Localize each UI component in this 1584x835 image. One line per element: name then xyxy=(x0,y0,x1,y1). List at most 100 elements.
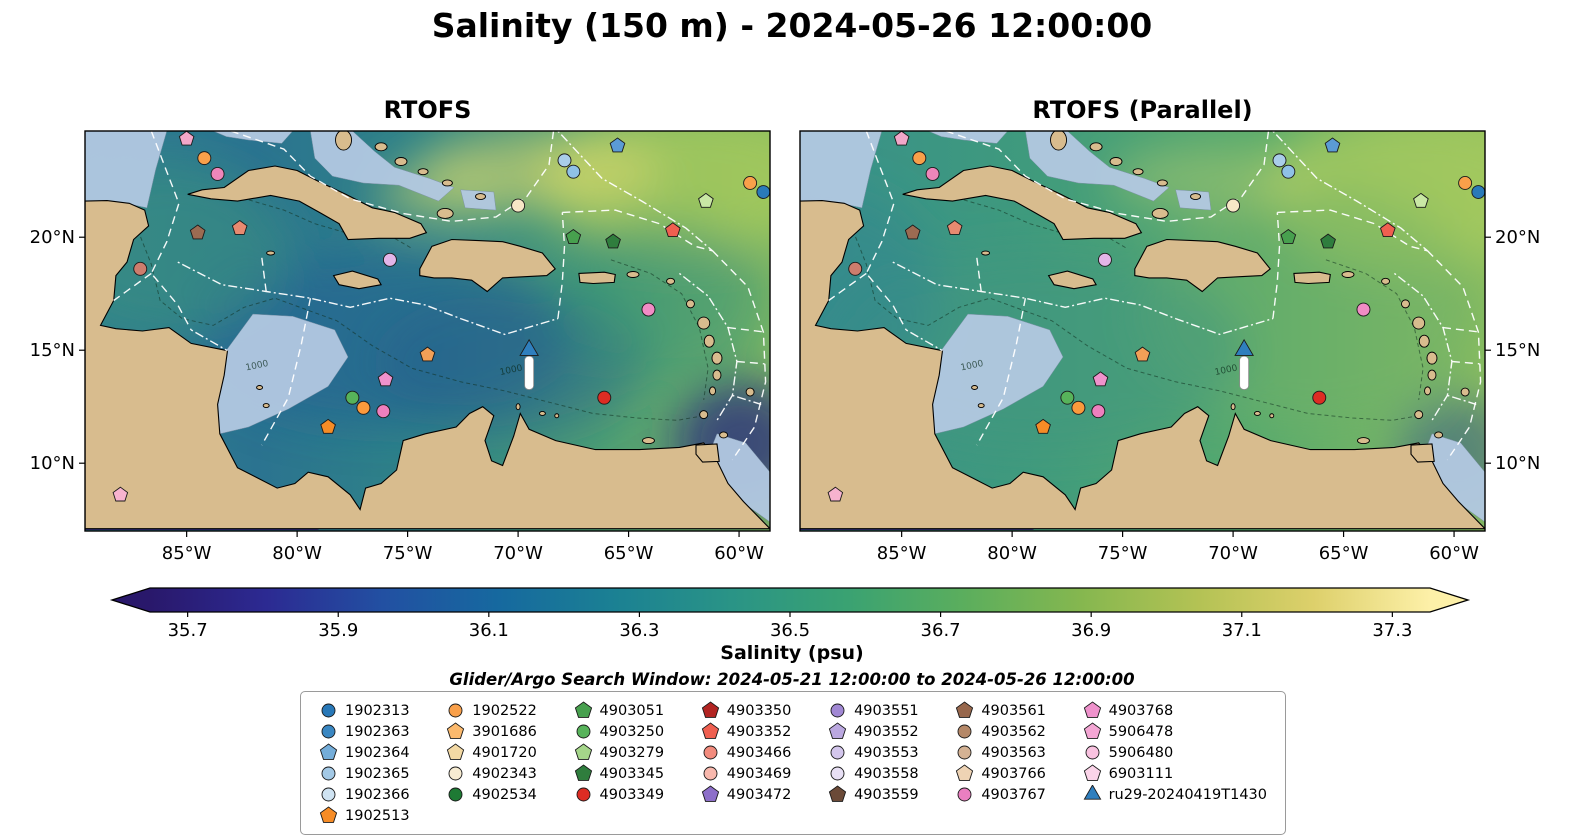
colorbar-tick-label: 36.3 xyxy=(619,620,659,640)
island xyxy=(1381,277,1391,285)
colorbar-extend-low xyxy=(112,588,150,612)
legend-column: 1902522 3901686 4901720 4902343 4902534 xyxy=(446,701,537,825)
legend-entry-5906478: 5906478 xyxy=(1083,722,1267,741)
legend-entry-4902343: 4902343 xyxy=(446,764,537,783)
legend-entry-label: 5906480 xyxy=(1108,744,1174,761)
argo-float-marker xyxy=(912,151,927,166)
float-marker-icon xyxy=(321,766,336,781)
eez-boundary xyxy=(736,360,765,365)
island xyxy=(642,437,655,445)
argo-float-marker xyxy=(382,252,397,267)
argo-float-marker xyxy=(1272,153,1287,168)
island xyxy=(256,385,264,390)
legend-entry-4903562: 4903562 xyxy=(955,722,1046,741)
argo-float-marker xyxy=(609,137,626,153)
legend-entry-4903563: 4903563 xyxy=(955,743,1046,762)
float-marker-icon xyxy=(957,745,972,760)
legend-entry-label: 4903279 xyxy=(599,744,665,761)
x-tick-label: 80°W xyxy=(987,543,1037,564)
island xyxy=(1230,403,1236,411)
legend-entry-label: 4903561 xyxy=(981,702,1046,719)
argo-float-marker xyxy=(133,261,148,276)
float-marker-icon xyxy=(830,745,845,760)
island xyxy=(1401,299,1410,309)
legend-entry-label: 4903472 xyxy=(726,786,792,803)
island xyxy=(666,277,676,285)
island xyxy=(711,351,723,365)
eez-boundary xyxy=(732,394,762,406)
argo-float-marker xyxy=(1092,371,1109,387)
map-frame xyxy=(84,130,771,532)
argo-float-marker xyxy=(1379,222,1396,238)
legend-entry-label: 4903562 xyxy=(981,723,1046,740)
eez-boundary xyxy=(1442,326,1481,333)
argo-float-marker xyxy=(178,131,195,146)
legend: 1902313 1902363 1902364 1902365 1902366 19025… xyxy=(300,691,1286,835)
island xyxy=(977,403,985,409)
island xyxy=(1269,413,1275,419)
island xyxy=(1357,437,1370,445)
float-marker-icon xyxy=(828,722,847,739)
float-marker-icon xyxy=(956,701,974,718)
legend-entry-4903352: 4903352 xyxy=(701,722,792,741)
argo-float-marker xyxy=(743,176,758,190)
legend-entry-4903279: 4903279 xyxy=(574,743,665,762)
eez-boundary xyxy=(1393,272,1453,421)
x-tick-label: 60°W xyxy=(714,543,764,564)
eez-boundary xyxy=(828,272,867,302)
legend-entry-4903051: 4903051 xyxy=(574,701,664,720)
argo-float-marker xyxy=(320,418,336,434)
landmass xyxy=(1293,271,1331,285)
eez-boundary xyxy=(190,329,228,352)
float-marker-icon xyxy=(1083,722,1101,739)
island xyxy=(703,334,715,348)
legend-entry-label: 4902343 xyxy=(472,765,537,782)
island xyxy=(394,157,408,166)
island xyxy=(1132,168,1144,176)
colorbar-tick-label: 36.9 xyxy=(1071,620,1111,640)
float-marker-icon xyxy=(319,743,338,760)
legend-entry-4901720: 4901720 xyxy=(446,743,537,762)
argo-float-marker xyxy=(356,400,371,415)
float-marker-icon xyxy=(701,785,719,802)
legend-entry-label: 6903111 xyxy=(1108,765,1174,782)
x-tick-label: 65°W xyxy=(604,543,654,564)
legend-entry-4903469: 4903469 xyxy=(701,764,791,783)
argo-float-marker xyxy=(827,486,844,502)
eez-boundary xyxy=(678,272,738,421)
argo-float-marker xyxy=(1097,252,1112,267)
argo-float-marker xyxy=(1356,302,1371,317)
eez-boundary xyxy=(1427,250,1482,461)
eez-boundary xyxy=(1451,360,1480,365)
argo-float-marker xyxy=(925,166,940,181)
argo-float-marker xyxy=(1071,400,1086,415)
eez-boundary xyxy=(557,131,713,252)
eez-boundary xyxy=(976,257,982,292)
float-marker-icon xyxy=(830,703,845,718)
landmass xyxy=(332,270,382,290)
landmass xyxy=(419,238,556,293)
island xyxy=(1426,351,1438,365)
figure-title: Salinity (150 m) - 2024-05-26 12:00:00 xyxy=(431,6,1153,45)
argo-float-marker xyxy=(1324,137,1341,153)
legend-entry-1902513: 1902513 xyxy=(319,806,410,825)
depth-contour xyxy=(137,230,704,421)
eez-boundary xyxy=(562,209,713,252)
legend-entry-4902534: 4902534 xyxy=(446,785,537,804)
legend-entry-label: 4903352 xyxy=(726,723,792,740)
colorbar-tick-label: 35.9 xyxy=(318,620,358,640)
argo-float-marker xyxy=(904,224,921,240)
legend-entry-1902365: 1902365 xyxy=(319,764,410,783)
legend-column: 1902313 1902363 1902364 1902365 1902366 19025… xyxy=(319,701,410,825)
float-marker-icon xyxy=(576,724,590,739)
island xyxy=(699,410,709,420)
legend-entry-label: 4903558 xyxy=(854,765,919,782)
argo-float-marker xyxy=(566,164,581,179)
legend-entry-4903558: 4903558 xyxy=(828,764,919,783)
island xyxy=(626,271,640,278)
legend-entry-label: 1902365 xyxy=(345,765,410,782)
argo-float-marker xyxy=(1458,176,1473,190)
argo-float-marker xyxy=(1413,192,1429,208)
legend-entry-4903250: 4903250 xyxy=(574,722,664,741)
argo-float-marker xyxy=(641,302,656,317)
